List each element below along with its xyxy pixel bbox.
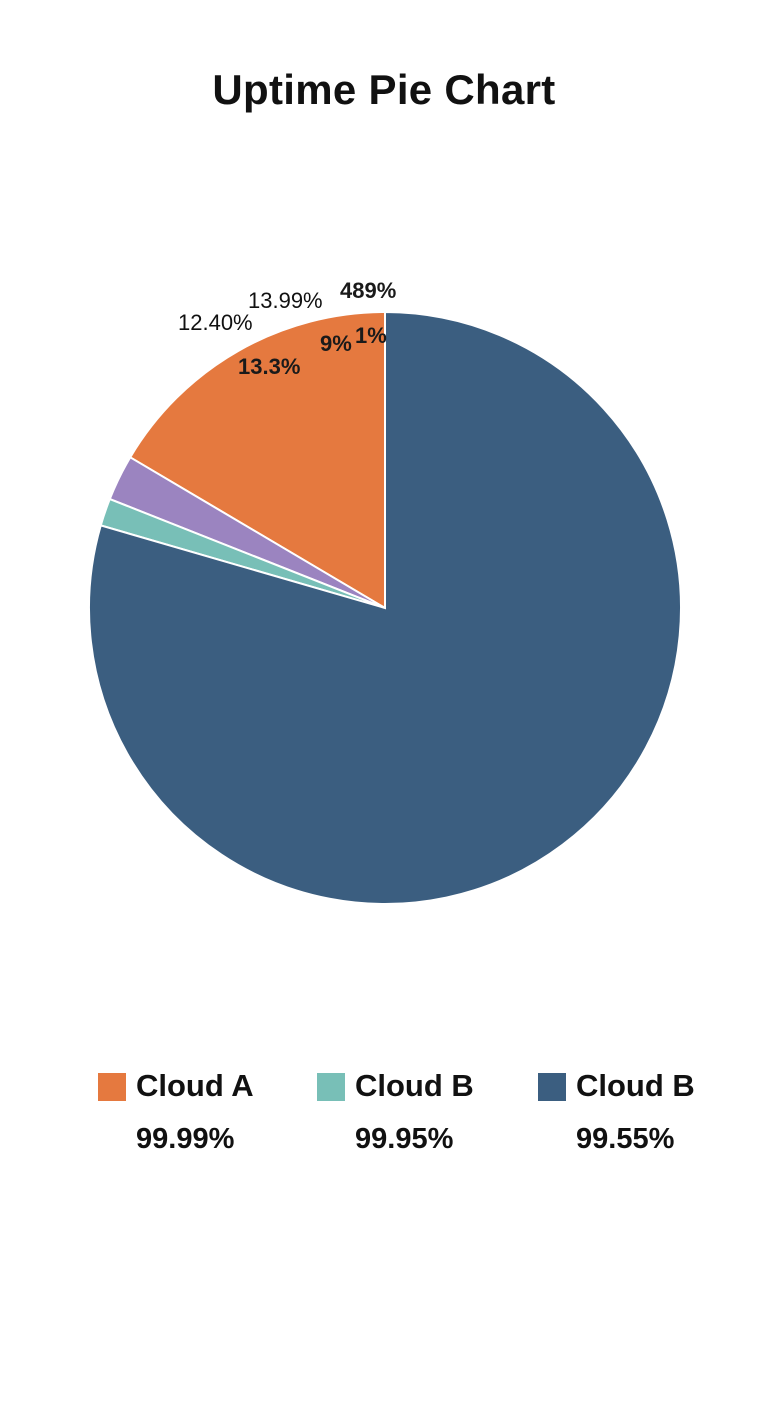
pie-slices bbox=[88, 310, 682, 905]
legend-swatch-orange bbox=[98, 1073, 126, 1101]
legend-label: Cloud B bbox=[355, 1068, 474, 1103]
legend-swatch-teal bbox=[317, 1073, 345, 1101]
legend-value: 99.55% bbox=[576, 1123, 675, 1155]
pie-slice-1 bbox=[128, 310, 386, 610]
slice-label-5: 489% bbox=[340, 278, 396, 303]
slice-label-2: 13.3% bbox=[238, 354, 300, 379]
legend-item-cloud-a: Cloud A 99.99% bbox=[98, 1068, 318, 1168]
legend-item-cloud-b-blue: Cloud B 99.55% bbox=[538, 1068, 758, 1168]
legend-value: 99.95% bbox=[355, 1123, 454, 1155]
slice-label-3: 13.99% bbox=[248, 288, 323, 313]
slice-label-4: 9% bbox=[320, 331, 352, 356]
slice-labels: 12.40% 13.3% 13.99% 9% 489% 1% bbox=[178, 278, 396, 379]
legend-label: Cloud A bbox=[136, 1068, 254, 1103]
pie-slice-4 bbox=[88, 310, 682, 905]
slice-label-1: 12.40% bbox=[178, 310, 253, 335]
slice-label-6: 1% bbox=[355, 323, 387, 348]
chart-title: Uptime Pie Chart bbox=[212, 66, 556, 113]
legend-swatch-blue bbox=[538, 1073, 566, 1101]
legend-item-cloud-b-teal: Cloud B 99.95% bbox=[317, 1068, 537, 1168]
legend-value: 99.99% bbox=[136, 1123, 235, 1155]
legend-label: Cloud B bbox=[576, 1068, 695, 1103]
